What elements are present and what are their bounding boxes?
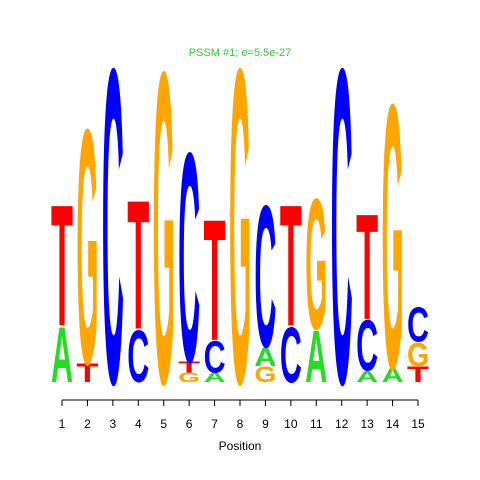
logo-letter: T [127,163,149,368]
x-tick-label: 12 [335,417,349,431]
chart-title: PSSM #1; e=5.5e-27 [189,47,291,59]
logo-letter: G [178,370,200,385]
logo-letter: C [254,162,276,389]
x-tick-label: 8 [237,417,244,431]
logo-letter: T [51,169,73,363]
logo-letter: G [305,159,327,368]
logo-letter: T [356,183,378,352]
logo-letter: T [407,362,429,387]
logo-letter: T [204,183,226,377]
logo-letter: G [76,60,98,434]
logo-letter: A [382,364,404,386]
logo-letter: A [51,312,73,399]
logo-letter: A [204,370,226,385]
logo-letter: C [356,306,378,386]
x-tick-label: 1 [59,417,66,431]
x-tick-label: 6 [186,417,193,431]
logo-letter: T [76,358,98,388]
logo-letter: T [280,169,302,363]
x-tick-label: 2 [84,417,91,431]
logo-letter: G [382,26,404,448]
logo-letter: A [356,368,378,386]
x-tick-label: 9 [262,417,269,431]
logo-letter: A [305,315,327,398]
x-tick-label: 14 [386,417,400,431]
x-tick-label: 7 [211,417,218,431]
x-tick-label: 4 [135,417,142,431]
x-tick-label: 10 [284,417,298,431]
logo-letter: C [280,312,302,399]
logo-letter: G [254,362,276,387]
x-tick-label: 3 [110,417,117,431]
logo-letter: A [254,341,276,371]
logo-letter: C [102,0,124,479]
logo-letter: C [204,332,226,382]
logo-letter: C [127,315,149,398]
logo-letter: G [407,335,429,373]
logo-letter: C [407,297,429,352]
logo-letter: C [178,91,200,425]
logo-letter: C [331,0,353,479]
x-tick-label: 13 [360,417,374,431]
x-tick-label: 15 [411,417,425,431]
x-axis-label: Position [219,439,262,453]
x-tick-label: 5 [160,417,167,431]
logo-letter: G [153,0,175,477]
logo-letter: G [229,0,251,479]
logo-letter: T [178,358,200,376]
x-tick-label: 11 [310,417,323,431]
